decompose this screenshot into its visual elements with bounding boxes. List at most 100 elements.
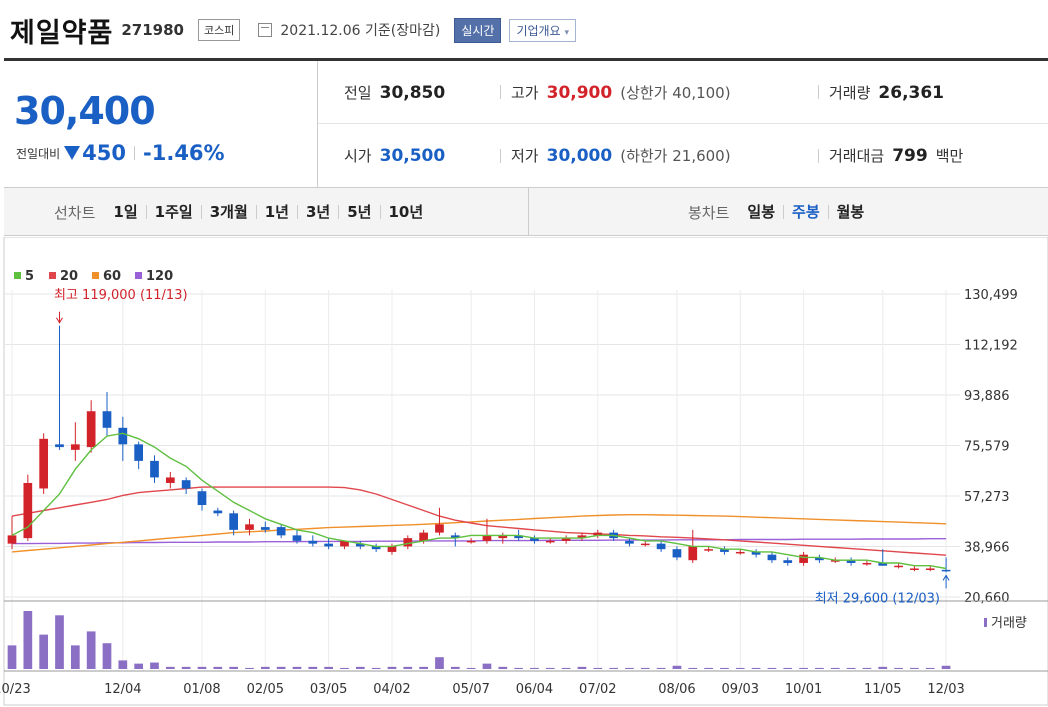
volume-cell: 거래량 26,361: [818, 82, 944, 103]
volume-bar: [482, 663, 492, 669]
candle-body: [387, 546, 397, 552]
period-tab[interactable]: 3개월: [200, 205, 256, 220]
candle-tab-weekly[interactable]: 주봉: [783, 205, 828, 220]
high-label: 고가: [511, 83, 539, 102]
candle-body: [514, 535, 523, 539]
volume-legend-label: 거래량: [991, 616, 1027, 631]
x-tick-label: 07/02: [579, 682, 616, 697]
period-tab[interactable]: 1년: [255, 205, 297, 220]
quote-row-2: 시가 30,500 저가 30,000 (하한가 21,600) 거래대금 79…: [318, 124, 1048, 187]
x-tick-label: 12/03: [927, 682, 964, 697]
period-tab[interactable]: 10년: [379, 205, 432, 220]
candle-body: [720, 549, 729, 552]
volume-bar: [910, 667, 919, 669]
candle-body: [783, 560, 793, 563]
volume-bar: [197, 666, 207, 669]
volume-bar: [355, 666, 365, 669]
candle-body: [403, 538, 413, 547]
volume-bar: [561, 667, 571, 669]
candle-tab-monthly[interactable]: 월봉: [827, 205, 873, 220]
volume-bar: [609, 667, 618, 669]
volume-bar: [213, 666, 223, 669]
volume-bar: [419, 666, 428, 669]
candle-body: [39, 438, 49, 489]
period-tab[interactable]: 5년: [338, 205, 379, 220]
divider: [500, 148, 501, 163]
candle-body: [419, 532, 428, 541]
chart-tabs: 선차트 1일 1주일 3개월 1년 3년 5년 10년 봉차트 일봉 주봉 월봉: [4, 188, 1048, 236]
open-label: 시가: [344, 147, 372, 165]
divider: [818, 85, 819, 99]
candle-body: [751, 551, 761, 555]
candle-body: [308, 540, 318, 544]
as-of-date: 2021.12.06 기준(장마감): [280, 23, 441, 39]
volume-legend-swatch: [984, 618, 987, 627]
period-tab[interactable]: 1일: [113, 203, 138, 221]
volume-bar: [435, 657, 444, 669]
ma5-line: [11, 432, 947, 570]
volume-bar: [720, 667, 729, 669]
volume-bar: [450, 666, 460, 669]
period-tab[interactable]: 3년: [297, 205, 338, 220]
turnover-cell: 거래대금 799 백만: [818, 145, 963, 166]
candle-body: [561, 538, 571, 541]
divider: [134, 146, 136, 160]
volume-bar: [751, 667, 761, 669]
volume-bar: [70, 645, 80, 669]
candle-body: [229, 513, 239, 530]
candle-chart-tabs: 봉차트 일봉 주봉 월봉: [688, 188, 872, 236]
candle-body: [260, 527, 270, 530]
candle-body: [862, 562, 872, 565]
volume-bar: [23, 611, 33, 669]
legend-label: 120: [146, 269, 173, 284]
volume-bar: [688, 667, 698, 669]
volume-bar: [292, 666, 302, 669]
period-tab[interactable]: 1주일: [145, 205, 201, 220]
volume-value: 26,361: [878, 82, 945, 103]
chart-frame: [3, 237, 1048, 706]
realtime-button[interactable]: 실시간: [454, 17, 502, 43]
corp-info-button[interactable]: 기업개요 ▾: [509, 18, 576, 42]
candle-body: [830, 560, 840, 562]
quote-details: 전일 30,850 고가 30,900 (상한가 40,100) 거래량 26,…: [318, 61, 1048, 188]
legend-label: 5: [25, 269, 34, 284]
candle-body: [245, 524, 254, 530]
line-chart-tabs: 선차트 1일 1주일 3개월 1년 3년 5년 10년: [54, 188, 431, 236]
volume-bar: [894, 667, 903, 669]
legend-label: 60: [103, 269, 121, 284]
current-price-box: 30,400 전일대비 450 -1.46%: [4, 61, 318, 188]
y-tick-label: 57,273: [964, 490, 1010, 505]
candle-body: [466, 540, 476, 543]
line-chart-label: 선차트: [54, 203, 96, 222]
volume-bar: [118, 660, 128, 669]
low-label: 저가: [511, 147, 539, 165]
volume-bar: [514, 667, 523, 669]
candle-body: [340, 540, 349, 547]
y-tick-label: 38,966: [964, 541, 1010, 556]
stock-header: 제일약품 271980 코스피 2021.12.06 기준(장마감) 실시간 기…: [10, 12, 576, 49]
candle-body: [355, 543, 365, 547]
candle-body: [23, 482, 33, 539]
low-cell: 저가 30,000 (하한가 21,600): [500, 145, 731, 166]
ma20-line: [11, 486, 947, 556]
volume-bar: [640, 667, 650, 669]
y-tick-label: 20,660: [964, 591, 1010, 606]
candle-body: [941, 569, 951, 572]
stock-code: 271980: [121, 21, 184, 39]
candle-body: [767, 554, 777, 561]
candle-tab-daily[interactable]: 일봉: [747, 203, 776, 221]
change-amount: 450: [82, 141, 127, 165]
volume-bar: [577, 666, 587, 669]
high-value: 30,900: [546, 82, 613, 103]
x-tick-label: 10/01: [785, 682, 822, 697]
high-cell: 고가 30,900 (상한가 40,100): [500, 82, 731, 103]
stock-name: 제일약품: [10, 17, 114, 49]
volume-bar: [815, 667, 824, 669]
x-tick-label: 06/04: [516, 682, 553, 697]
candle-body: [640, 543, 650, 546]
change-label: 전일대비: [16, 146, 61, 161]
upper-limit: (상한가 40,100): [620, 83, 731, 102]
candle-body: [593, 532, 603, 536]
candle-body: [498, 535, 508, 539]
turnover-label: 거래대금: [829, 147, 885, 165]
